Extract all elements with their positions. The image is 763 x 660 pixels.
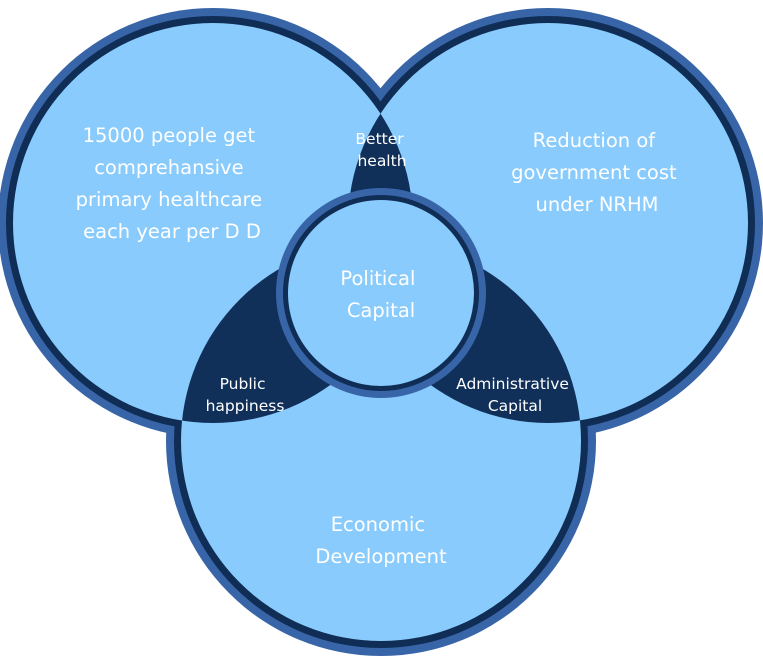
- overlap-right-line-1: Administrative: [456, 375, 569, 393]
- overlap-top-line-2: health: [357, 152, 406, 170]
- right-circle-line-3: under NRHM: [536, 193, 659, 216]
- right-circle-line-1: Reduction of: [533, 129, 657, 152]
- overlap-left-label: Public happiness: [206, 375, 285, 415]
- overlap-left-region: [181, 241, 413, 423]
- right-circle-line-2: government cost: [511, 161, 677, 184]
- center-circle-line-2: Capital: [347, 299, 415, 322]
- left-circle-line-4: each year per D D: [83, 220, 261, 243]
- bottom-circle-line-1: Economic: [331, 513, 425, 536]
- overlap-left-line-1: Public: [220, 375, 266, 393]
- left-circle-label: 15000 people get comprehansive primary h…: [76, 124, 269, 243]
- left-circle-line-3: primary healthcare: [76, 188, 263, 211]
- overlap-right-label: Administrative Capital: [456, 375, 574, 415]
- bottom-circle-label: Economic Development: [315, 513, 447, 568]
- right-circle-label: Reduction of government cost under NRHM: [511, 129, 683, 216]
- center-circle: [288, 200, 474, 386]
- left-circle-line-1: 15000 people get: [83, 124, 256, 147]
- overlap-left-line-2: happiness: [206, 397, 285, 415]
- left-circle-line-2: comprehansive: [94, 156, 243, 179]
- overlap-top-label: Better health: [355, 130, 408, 170]
- center-circle-label: Political Capital: [340, 267, 421, 322]
- overlap-right-line-2: Capital: [488, 397, 542, 415]
- center-circle-line-1: Political: [340, 267, 415, 290]
- overlap-top-line-1: Better: [355, 130, 404, 148]
- bottom-circle-line-2: Development: [315, 545, 447, 568]
- overlap-right-region: [348, 241, 581, 423]
- center-circle-group: [276, 188, 486, 398]
